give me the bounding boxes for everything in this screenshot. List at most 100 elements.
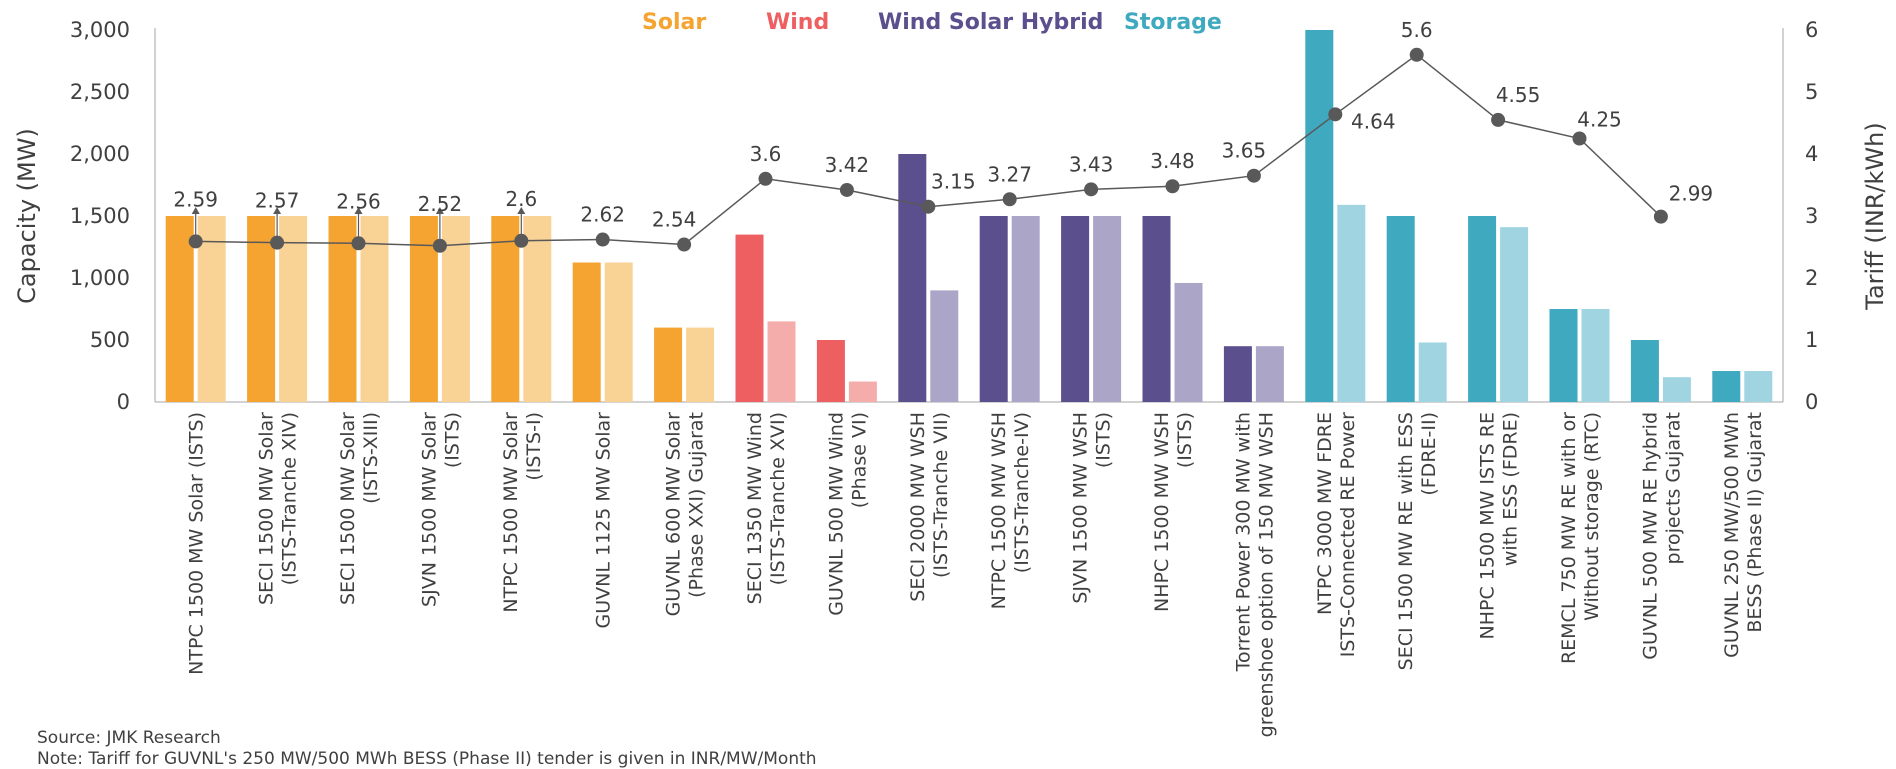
tariff-data-label: 3.15 bbox=[931, 170, 976, 194]
tariff-data-label: 2.6 bbox=[505, 187, 537, 211]
bar-primary bbox=[816, 340, 845, 402]
bar-primary bbox=[1061, 216, 1090, 402]
x-tick-label: ISTS-Connected RE Power bbox=[1337, 412, 1359, 657]
tariff-arrow-head bbox=[517, 207, 526, 214]
bar-secondary bbox=[848, 381, 877, 402]
tariff-marker bbox=[1246, 168, 1261, 183]
tariff-marker bbox=[351, 236, 366, 251]
tariff-arrow-head bbox=[273, 207, 282, 214]
bar-primary bbox=[654, 327, 683, 402]
bar-primary bbox=[979, 216, 1008, 402]
y-tick-label: 2,500 bbox=[70, 80, 130, 104]
y2-tick-label: 2 bbox=[1805, 266, 1818, 290]
y-tick-label: 0 bbox=[117, 390, 130, 414]
bar-primary bbox=[1142, 216, 1171, 402]
x-tick-label: (ISTS-Tranche VII) bbox=[930, 412, 952, 578]
tariff-arrow-head bbox=[354, 207, 363, 214]
tariff-marker bbox=[758, 171, 773, 186]
bar-primary bbox=[572, 262, 601, 402]
bar-secondary bbox=[197, 216, 226, 402]
tariff-data-label: 3.27 bbox=[987, 162, 1032, 186]
tariff-marker bbox=[1409, 47, 1424, 62]
y2-tick-label: 5 bbox=[1805, 80, 1818, 104]
tariff-marker bbox=[1328, 107, 1343, 122]
tariff-marker bbox=[188, 234, 203, 249]
tariff-marker bbox=[677, 237, 692, 252]
tariff-marker bbox=[595, 232, 610, 247]
y2-tick-label: 0 bbox=[1805, 390, 1818, 414]
x-tick-label: GUVNL 500 MW RE hybrid bbox=[1639, 412, 1661, 660]
tariff-marker bbox=[1491, 112, 1506, 127]
x-tick-label: GUVNL 1125 MW Solar bbox=[593, 412, 615, 629]
tariff-marker bbox=[1084, 182, 1099, 197]
legend-solar: Solar bbox=[642, 10, 707, 35]
x-tick-label: NHPC 1500 MW WSH bbox=[1151, 412, 1173, 612]
bar-secondary bbox=[279, 216, 308, 402]
tariff-marker bbox=[432, 238, 447, 253]
y-axis-title: Capacity (MW) bbox=[13, 128, 41, 304]
x-tick-label: SJVN 1500 MW WSH bbox=[1070, 412, 1092, 604]
tariff-marker bbox=[1002, 192, 1017, 207]
x-tick-label: GUVNL 600 MW Solar bbox=[663, 412, 685, 617]
tariff-data-label: 4.25 bbox=[1577, 108, 1622, 132]
y2-tick-label: 3 bbox=[1805, 204, 1818, 228]
legend-wind-solar-hybrid: Wind Solar Hybrid bbox=[878, 10, 1104, 35]
tariff-marker bbox=[921, 199, 936, 214]
bar-secondary bbox=[1093, 216, 1122, 402]
tariff-data-label: 3.43 bbox=[1069, 152, 1114, 176]
x-tick-label: (ISTS-Tranche XIV) bbox=[279, 412, 301, 585]
source-note: Source: JMK Research bbox=[37, 728, 221, 748]
x-tick-label: with ESS (FDRE) bbox=[1500, 412, 1522, 566]
x-tick-label: BESS (Phase II) Gujarat bbox=[1744, 412, 1766, 633]
y2-tick-label: 6 bbox=[1805, 18, 1818, 42]
x-tick-label: (ISTS-Tranche XVI) bbox=[767, 412, 789, 585]
bar-secondary bbox=[1337, 204, 1366, 402]
tariff-data-label: 2.62 bbox=[580, 203, 625, 227]
bar-secondary bbox=[1174, 282, 1203, 402]
y-tick-label: 1,500 bbox=[70, 204, 130, 228]
bar-primary bbox=[1305, 30, 1334, 402]
tariff-data-label: 4.64 bbox=[1351, 109, 1396, 133]
x-tick-label: REMCL 750 MW RE with or bbox=[1558, 412, 1580, 664]
x-tick-label: NTPC 3000 MW FDRE bbox=[1314, 412, 1336, 615]
bar-primary bbox=[735, 234, 764, 402]
x-tick-label: (ISTS) bbox=[441, 412, 463, 468]
x-tick-label: (ISTS-Tranche-IV) bbox=[1011, 412, 1033, 573]
tariff-marker bbox=[1653, 209, 1668, 224]
tariff-data-label: 5.6 bbox=[1401, 18, 1433, 42]
x-tick-label: NTPC 1500 MW WSH bbox=[988, 412, 1010, 609]
tariff-marker bbox=[514, 233, 529, 248]
x-tick-label: (ISTS-I) bbox=[523, 412, 545, 481]
tariff-data-label: 2.99 bbox=[1669, 182, 1714, 206]
x-tick-label: Torrent Power 300 MW with bbox=[1232, 412, 1254, 672]
bar-secondary bbox=[1581, 309, 1610, 402]
bar-primary bbox=[1223, 346, 1252, 402]
x-tick-label: GUVNL 500 MW Wind bbox=[825, 412, 847, 616]
x-tick-label: SECI 1350 MW Wind bbox=[744, 412, 766, 604]
x-tick-label: projects Gujarat bbox=[1662, 412, 1684, 564]
tariff-data-label: 2.57 bbox=[255, 189, 300, 213]
y-tick-label: 500 bbox=[90, 328, 130, 352]
tariff-data-label: 3.48 bbox=[1150, 149, 1195, 173]
bar-primary bbox=[898, 154, 927, 402]
x-tick-label: (ISTS) bbox=[1093, 412, 1115, 468]
bar-primary bbox=[1712, 371, 1741, 402]
y2-tick-label: 1 bbox=[1805, 328, 1818, 352]
bar-secondary bbox=[1418, 342, 1447, 402]
tariff-note: Note: Tariff for GUVNL's 250 MW/500 MWh … bbox=[37, 749, 817, 769]
bar-primary bbox=[491, 216, 520, 402]
y-tick-label: 3,000 bbox=[70, 18, 130, 42]
bar-primary bbox=[1549, 309, 1578, 402]
tariff-data-label: 2.54 bbox=[652, 208, 697, 232]
x-tick-label: (ISTS-XIII) bbox=[360, 412, 382, 504]
y2-tick-label: 4 bbox=[1805, 142, 1818, 166]
bar-primary bbox=[1630, 340, 1659, 402]
x-tick-label: SECI 2000 MW WSH bbox=[907, 412, 929, 602]
x-tick-label: SECI 1500 MW Solar bbox=[337, 412, 359, 605]
tariff-marker bbox=[1572, 131, 1587, 146]
bar-primary bbox=[165, 216, 194, 402]
y-tick-label: 1,000 bbox=[70, 266, 130, 290]
tariff-marker bbox=[1165, 179, 1180, 194]
bar-secondary bbox=[604, 262, 633, 402]
